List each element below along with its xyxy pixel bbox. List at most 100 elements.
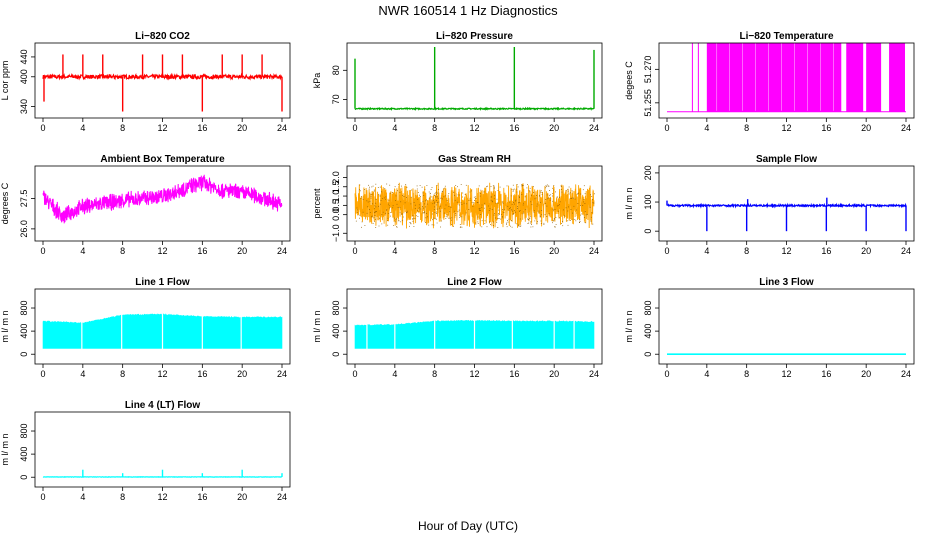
rh-point (394, 186, 396, 188)
rh-point (358, 214, 360, 216)
rh-point (530, 216, 532, 218)
rh-point (431, 224, 433, 226)
rh-point (441, 191, 443, 193)
rh-point (580, 193, 582, 195)
panel-line2-flow: Line 2 Flow m l/ m n 0 4 8 12 16 20 24 0 400 800 (312, 277, 603, 379)
x-tick-label: 24 (589, 123, 599, 133)
rh-point (459, 194, 461, 196)
rh-point (432, 219, 433, 221)
rh-point (474, 222, 476, 224)
rh-point (497, 227, 499, 228)
rh-point (478, 208, 480, 210)
rh-point (392, 205, 394, 207)
temp-band (697, 43, 699, 112)
rh-point (434, 193, 436, 195)
x-tick-label: 4 (80, 123, 85, 133)
rh-point (406, 211, 408, 213)
rh-point (359, 184, 361, 186)
y-tick-label: 400 (19, 447, 29, 462)
rh-point (483, 191, 485, 193)
rh-point (381, 223, 383, 225)
rh-point (519, 197, 520, 198)
x-tick-label: 8 (120, 246, 125, 256)
rh-point (396, 226, 398, 228)
rh-point (469, 191, 471, 193)
rh-point (449, 211, 451, 213)
y-tick-label: 0 (331, 352, 341, 357)
rh-point (511, 189, 513, 191)
rh-point (419, 194, 420, 196)
rh-point (590, 194, 591, 196)
rh-point (442, 190, 443, 192)
rh-point (560, 185, 562, 187)
x-tick-label: 16 (509, 123, 519, 133)
rh-point (529, 217, 531, 219)
rh-point (540, 201, 541, 203)
rh-point (513, 188, 515, 190)
rh-point (543, 224, 545, 225)
rh-point (367, 201, 369, 203)
rh-point (379, 186, 381, 188)
x-tick-label: 4 (704, 369, 709, 379)
panel-line4-flow: Line 4 (LT) Flow m l/ m n 0 4 8 12 16 20 24 0 400 8… (0, 400, 291, 502)
rh-point (549, 199, 551, 201)
rh-point (440, 197, 442, 199)
rh-point (564, 215, 565, 217)
rh-point (410, 222, 411, 224)
rh-point (567, 190, 569, 192)
rh-point (524, 209, 526, 211)
rh-point (400, 201, 402, 203)
x-tick-label: 12 (469, 123, 479, 133)
rh-point (412, 220, 414, 222)
rh-point (434, 195, 435, 196)
rh-point (443, 212, 445, 214)
rh-point (490, 199, 492, 201)
rh-point (370, 194, 372, 195)
rh-point (486, 186, 487, 188)
rh-point (493, 225, 494, 226)
rh-point (361, 221, 363, 223)
rh-point (451, 224, 452, 225)
rh-point (414, 208, 416, 209)
rh-point (515, 200, 516, 202)
rh-point (437, 202, 438, 204)
rh-point (547, 198, 549, 200)
y-axis-label: m l/ m n (0, 433, 10, 465)
y-tick-label: 400 (19, 69, 29, 84)
rh-point (521, 185, 523, 187)
rh-point (565, 207, 567, 209)
x-tick-label: 4 (80, 246, 85, 256)
rh-point (501, 213, 502, 215)
rh-point (364, 225, 366, 226)
rh-point (448, 206, 450, 207)
rh-point (494, 213, 495, 214)
rh-point (550, 198, 552, 200)
rh-point (458, 209, 460, 211)
x-tick-label: 20 (237, 123, 247, 133)
rh-point (549, 195, 550, 197)
rh-point (422, 201, 424, 203)
rh-point (481, 206, 483, 208)
y-tick-label: 80 (331, 65, 341, 75)
rh-point (373, 217, 375, 218)
rh-point (569, 192, 571, 194)
rh-point (424, 212, 425, 214)
rh-point (539, 216, 541, 218)
rh-point (572, 198, 574, 199)
temp-band (706, 43, 842, 112)
rh-point (372, 185, 374, 187)
panel-sample-flow: Sample Flow m l/ m n 0 4 8 12 16 20 24 0 100 200 (624, 154, 915, 256)
rh-point (568, 206, 569, 208)
rh-point (373, 189, 375, 191)
rh-point (474, 200, 475, 201)
rh-point (536, 205, 538, 207)
x-tick-label: 4 (80, 492, 85, 502)
rh-point (448, 193, 450, 194)
rh-point (592, 202, 594, 204)
rh-point (359, 217, 360, 219)
y-axis-label: m l/ m n (624, 187, 634, 219)
x-tick-label: 4 (392, 246, 397, 256)
rh-point (494, 195, 495, 197)
